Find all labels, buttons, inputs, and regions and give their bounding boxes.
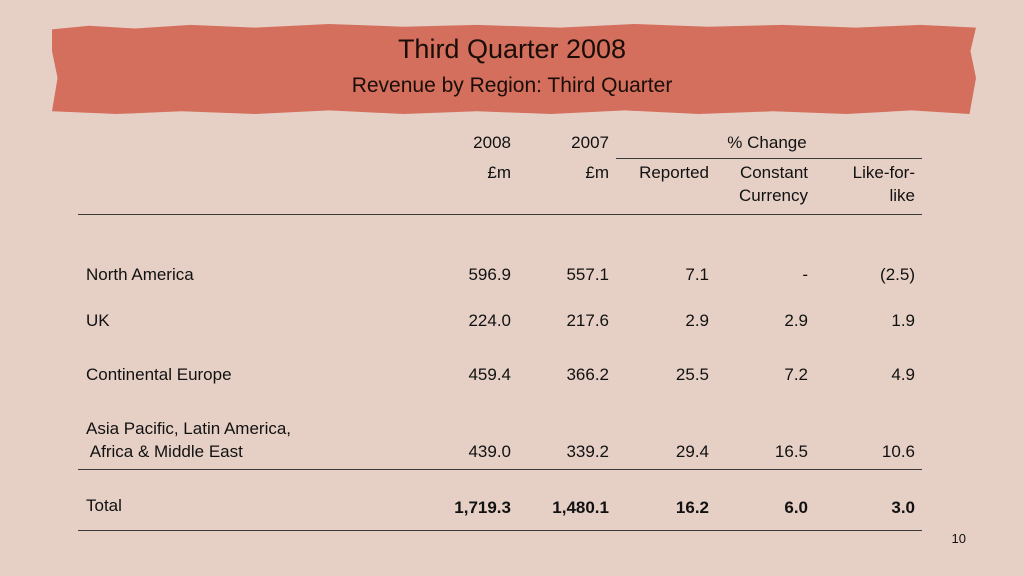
total-value-2008: 1,719.3	[454, 498, 511, 517]
header-reported: Reported	[639, 163, 709, 182]
row-value-2007: 366.2	[566, 365, 609, 384]
row-region: Continental Europe	[86, 365, 232, 384]
row-constant: 7.2	[784, 365, 808, 384]
header-unit-2007: £m	[585, 163, 609, 182]
row-reported: 29.4	[675, 442, 709, 461]
page-number: 10	[951, 531, 966, 546]
row-value-2007: 217.6	[566, 311, 609, 330]
row-value-2007: 557.1	[566, 265, 609, 284]
row-reported: 7.1	[685, 265, 709, 284]
row-constant: -	[802, 265, 808, 284]
header-2008: 2008	[473, 133, 511, 152]
row-region: UK	[86, 311, 110, 330]
header-2007: 2007	[571, 133, 609, 152]
header-constant-2: Currency	[739, 186, 808, 205]
total-reported: 16.2	[675, 498, 709, 517]
row-region-line-1: Asia Pacific, Latin America,	[86, 419, 292, 438]
header-divider	[616, 158, 922, 159]
title-banner	[52, 24, 976, 114]
row-like: 10.6	[881, 442, 915, 461]
header-bottom-rule	[78, 214, 922, 215]
total-top-rule	[78, 469, 922, 470]
row-constant: 16.5	[774, 442, 808, 461]
row-value-2008: 439.0	[468, 442, 511, 461]
row-region-line-2: Africa & Middle East	[86, 442, 243, 461]
row-region: North America	[86, 265, 194, 284]
header-like-2: like	[889, 186, 915, 205]
row-value-2007: 339.2	[566, 442, 609, 461]
row-reported: 2.9	[685, 311, 709, 330]
row-like: 4.9	[891, 365, 915, 384]
row-constant: 2.9	[784, 311, 808, 330]
total-value-2007: 1,480.1	[552, 498, 609, 517]
slide-title: Third Quarter 2008	[397, 34, 627, 64]
row-value-2008: 596.9	[468, 265, 511, 284]
header-unit-2008: £m	[487, 163, 511, 182]
total-constant: 6.0	[784, 498, 808, 517]
row-value-2008: 459.4	[468, 365, 511, 384]
row-like: 1.9	[891, 311, 915, 330]
row-value-2008: 224.0	[468, 311, 511, 330]
total-label: Total	[86, 496, 122, 515]
total-like: 3.0	[891, 498, 915, 517]
header-like-1: Like-for-	[852, 163, 915, 182]
header-constant-1: Constant	[739, 163, 808, 182]
slide-subtitle: Revenue by Region: Third Quarter	[351, 74, 673, 97]
total-bottom-rule	[78, 530, 922, 531]
row-like: (2.5)	[880, 265, 915, 284]
header-pct-change: % Change	[727, 133, 807, 152]
row-reported: 25.5	[675, 365, 709, 384]
